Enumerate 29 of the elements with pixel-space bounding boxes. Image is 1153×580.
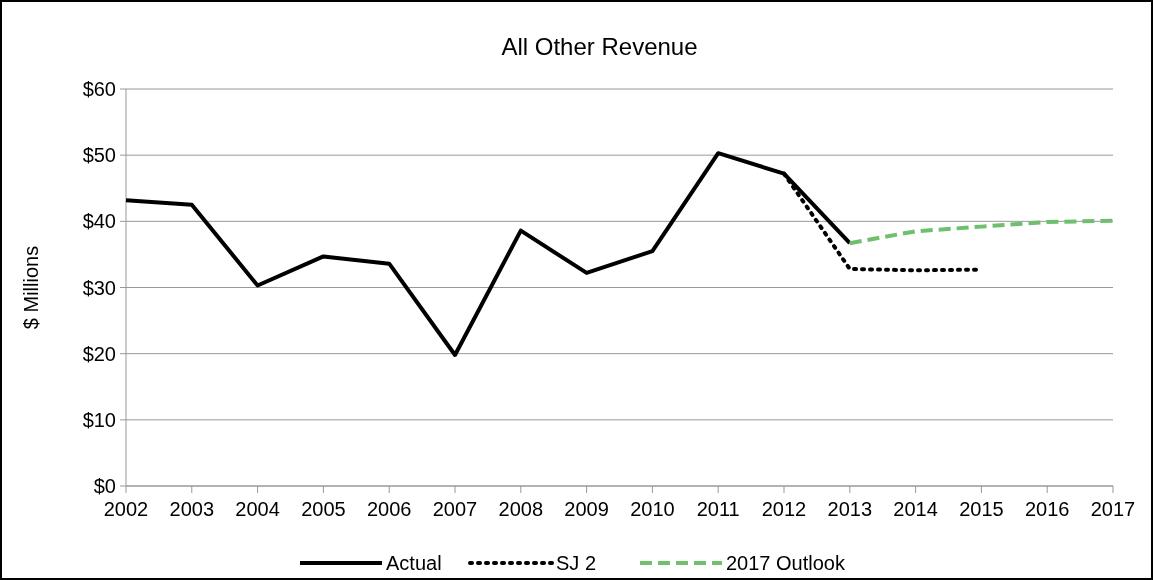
chart-title: All Other Revenue xyxy=(501,33,698,60)
legend-label: 2017 Outlook xyxy=(726,552,846,574)
x-tick-label: 2015 xyxy=(959,498,1004,520)
y-tick-label: $20 xyxy=(82,342,116,365)
x-tick-label: 2007 xyxy=(432,498,478,520)
x-tick-label: 2003 xyxy=(169,498,215,520)
x-tick-label: 2016 xyxy=(1024,498,1070,520)
x-tick-label: 2014 xyxy=(893,498,938,520)
x-tick-label: 2005 xyxy=(301,498,346,520)
x-tick-label: 2006 xyxy=(366,498,412,520)
y-axis-title: $ Millions xyxy=(20,245,42,330)
x-tick-label: 2013 xyxy=(827,498,873,520)
x-tick-label: 2008 xyxy=(498,498,544,520)
y-tick-label: $50 xyxy=(82,144,116,167)
y-tick-label: $30 xyxy=(82,276,116,299)
x-tick-label: 2009 xyxy=(564,498,609,520)
y-tick-label: $60 xyxy=(82,78,116,100)
y-tick-label: $0 xyxy=(93,475,116,497)
legend-label: Actual xyxy=(386,552,442,574)
x-tick-label: 2011 xyxy=(696,498,740,520)
x-tick-label: 2002 xyxy=(103,498,149,520)
x-tick-label: 2017 xyxy=(1090,498,1136,520)
y-tick-label: $10 xyxy=(82,408,116,431)
legend-label: SJ 2 xyxy=(556,552,597,574)
x-tick-label: 2012 xyxy=(761,498,807,520)
y-tick-label: $40 xyxy=(82,210,116,233)
x-tick-label: 2010 xyxy=(630,498,675,520)
line-series xyxy=(847,218,1115,246)
x-tick-label: 2004 xyxy=(235,498,280,520)
